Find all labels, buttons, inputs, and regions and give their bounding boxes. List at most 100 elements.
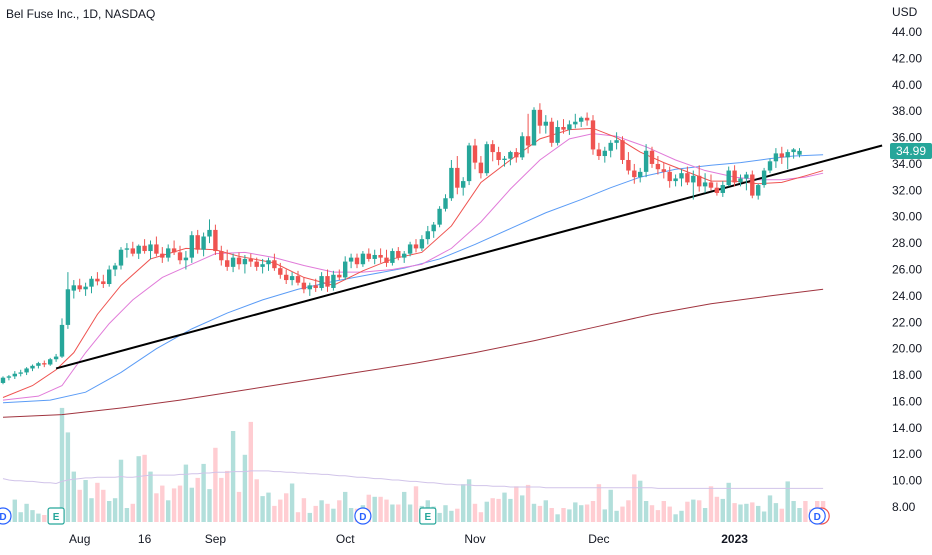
candle xyxy=(266,257,271,271)
candle-body xyxy=(490,144,495,153)
candle xyxy=(661,162,666,179)
candle xyxy=(567,120,572,135)
volume-bar xyxy=(160,485,165,522)
candle xyxy=(691,170,696,200)
volume-bar xyxy=(242,454,248,522)
trendline[interactable] xyxy=(55,144,883,370)
candle xyxy=(744,171,749,191)
candle-body xyxy=(584,117,590,121)
candle xyxy=(225,249,230,271)
candle xyxy=(443,194,448,212)
price-tick-label: 8.00 xyxy=(892,500,916,514)
candle-body xyxy=(419,239,425,249)
candle xyxy=(242,254,248,274)
volume-bar xyxy=(531,503,537,522)
candle xyxy=(6,375,12,381)
candle xyxy=(549,117,554,147)
candle-body xyxy=(372,254,377,259)
candle xyxy=(248,253,253,267)
trendline-layer[interactable] xyxy=(55,144,883,370)
candle-body xyxy=(484,144,489,174)
volume-bar xyxy=(71,471,76,522)
candle xyxy=(154,236,159,257)
volume-bar xyxy=(295,512,301,522)
volume-bar xyxy=(101,489,106,522)
candle xyxy=(413,239,419,253)
candle-body xyxy=(620,140,625,160)
volume-bar xyxy=(638,480,643,522)
candle-body xyxy=(24,368,29,373)
volume-bar xyxy=(685,501,690,522)
volume-bar xyxy=(549,508,554,522)
volume-bar xyxy=(673,514,678,522)
candle-body xyxy=(284,274,289,281)
volume-bar xyxy=(514,486,519,522)
volume-bar xyxy=(18,512,23,522)
volume-bar xyxy=(643,501,649,522)
candle xyxy=(573,113,578,129)
candle-body xyxy=(77,285,82,290)
candle xyxy=(95,272,100,286)
candle xyxy=(431,222,436,238)
candle-body xyxy=(154,244,159,254)
candle xyxy=(390,248,395,266)
candle xyxy=(579,116,584,127)
price-tick-label: 10.00 xyxy=(892,474,922,488)
volume-bar xyxy=(567,509,572,522)
volume-bar xyxy=(437,512,442,522)
candle xyxy=(732,165,737,187)
candle-body xyxy=(189,235,194,258)
candle-body xyxy=(171,248,177,253)
candle-body xyxy=(118,249,124,266)
event-marker-label: D xyxy=(0,512,7,523)
candle-body xyxy=(402,253,407,258)
candle-body xyxy=(661,169,666,172)
volume-bar xyxy=(785,481,790,522)
candle xyxy=(608,140,613,158)
candle-body xyxy=(673,178,678,182)
candle xyxy=(272,253,277,271)
candle xyxy=(767,158,773,174)
candle xyxy=(201,232,206,257)
candle-body xyxy=(266,260,271,265)
candle xyxy=(71,280,76,299)
volume-bar xyxy=(750,502,755,522)
candle-body xyxy=(508,152,513,159)
candle-body xyxy=(632,170,637,178)
volume-bar xyxy=(42,515,47,522)
volume-bar xyxy=(77,489,82,522)
candle xyxy=(632,163,637,184)
volume-bar xyxy=(301,498,307,522)
candle-body xyxy=(443,198,448,209)
candle-body xyxy=(272,260,277,269)
candle-body xyxy=(626,159,631,171)
volume-bar xyxy=(496,498,501,522)
volume-bar xyxy=(390,504,395,522)
volume-bar xyxy=(543,500,548,522)
event-marker-label: E xyxy=(424,512,431,523)
volume-bar xyxy=(461,484,466,522)
candle-body xyxy=(708,182,714,188)
volume-bar xyxy=(779,508,784,522)
volume-bar xyxy=(413,486,419,522)
time-tick-label: Oct xyxy=(336,532,355,546)
candle xyxy=(160,247,165,263)
volume-bar xyxy=(272,505,277,522)
candle xyxy=(620,136,625,164)
candle-body xyxy=(183,257,189,261)
dividend-marker: D xyxy=(0,507,12,525)
volume-bar xyxy=(455,508,460,522)
candle-body xyxy=(177,252,183,261)
candle-body xyxy=(254,261,259,267)
time-axis[interactable]: Aug 16 Sep Oct Nov Dec 2023 xyxy=(69,532,748,546)
candle xyxy=(213,224,218,255)
candle-body xyxy=(714,187,720,193)
volume-bar xyxy=(508,498,513,522)
candle-body xyxy=(230,257,236,267)
candle xyxy=(626,152,631,175)
candle xyxy=(83,282,88,296)
candle-body xyxy=(791,149,796,153)
price-axis[interactable]: USD 44.00 42.00 40.00 38.00 36.00 34.00 32.00 30… xyxy=(892,5,922,514)
volume-bar xyxy=(289,483,295,522)
